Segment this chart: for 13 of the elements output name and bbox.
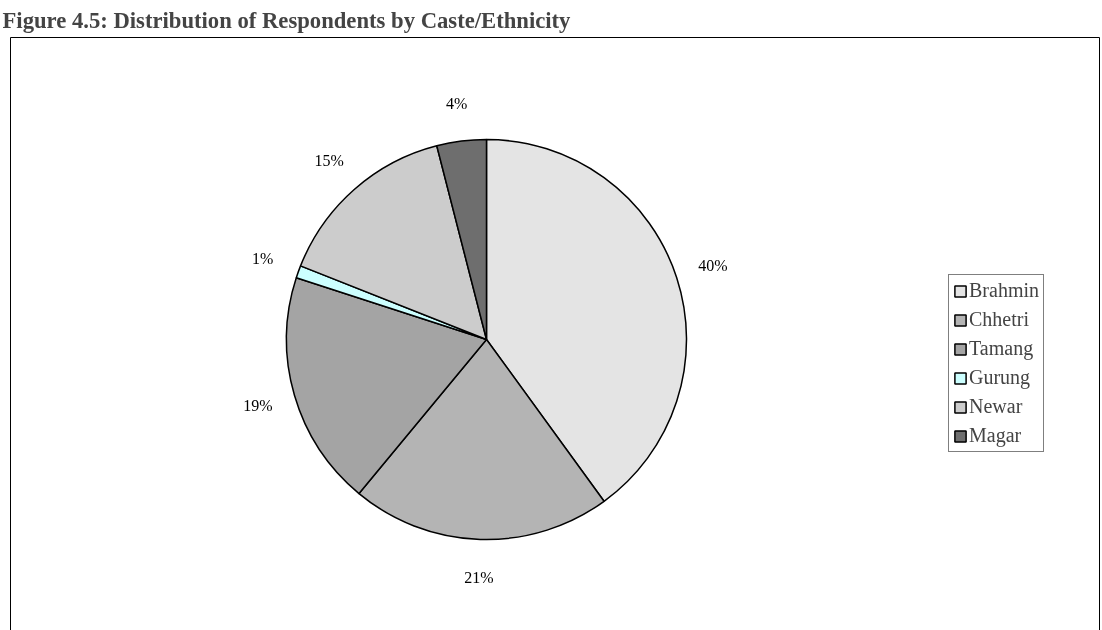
chart-title: Figure 4.5: Distribution of Respondents by Caste/Ethnicity — [2, 7, 572, 33]
legend-label: Chhetri — [969, 308, 1029, 331]
data-label: 19% — [243, 397, 273, 415]
data-label: 4% — [446, 94, 468, 112]
legend-label: Magar — [969, 424, 1022, 447]
legend-label: Newar — [969, 395, 1023, 418]
data-label: 40% — [698, 257, 728, 275]
data-label: 1% — [251, 250, 274, 268]
legend-label: Gurung — [969, 366, 1031, 389]
data-label: 15% — [314, 152, 344, 170]
legend-label: Brahmin — [969, 279, 1039, 302]
legend-label: Tamang — [969, 337, 1034, 360]
data-label: 21% — [464, 568, 494, 586]
